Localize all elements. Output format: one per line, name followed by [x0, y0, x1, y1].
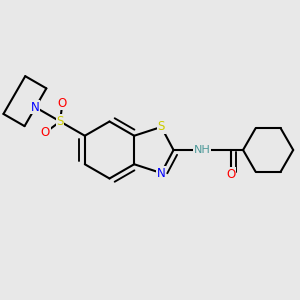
Text: O: O — [58, 97, 67, 110]
Text: S: S — [56, 115, 64, 128]
Text: O: O — [226, 168, 235, 181]
Text: N: N — [157, 167, 166, 180]
Text: S: S — [158, 120, 165, 134]
Text: N: N — [31, 101, 40, 114]
Text: NH: NH — [194, 145, 210, 155]
Text: O: O — [41, 126, 50, 139]
